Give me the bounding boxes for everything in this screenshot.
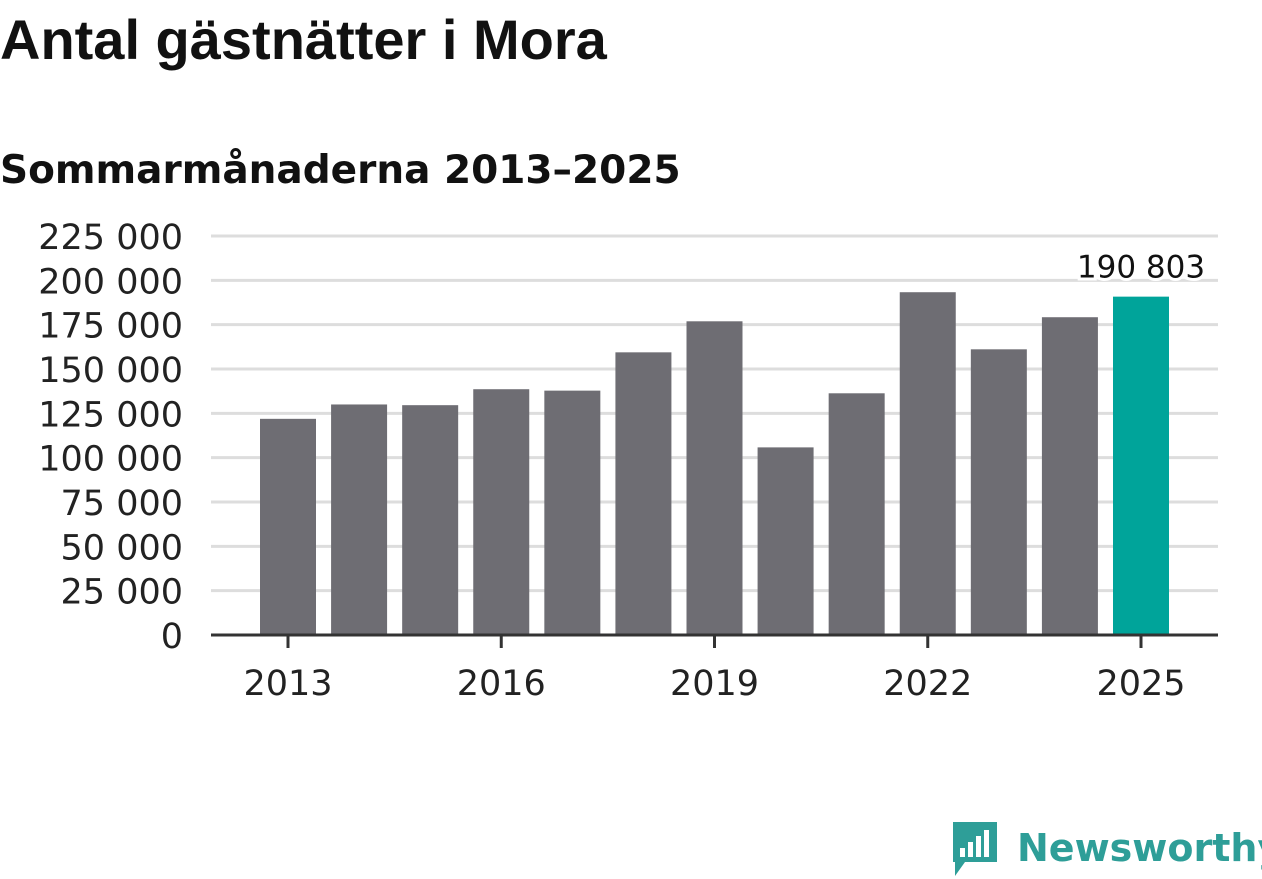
x-tick-label: 2022 xyxy=(883,664,972,704)
bar xyxy=(828,393,885,635)
y-tick-label: 225 000 xyxy=(38,218,183,258)
y-tick-label: 0 xyxy=(161,617,183,657)
y-tick-label: 75 000 xyxy=(61,484,183,524)
annotations: 190 803 xyxy=(1074,247,1208,289)
bar xyxy=(473,389,530,635)
bar xyxy=(686,321,743,635)
x-axis-ticks: 2013 2016 2019 2022 2025 xyxy=(243,635,1186,704)
y-tick-label: 25 000 xyxy=(61,573,183,613)
y-tick-label: 150 000 xyxy=(38,351,183,391)
chart-title: Antal gästnätter i Mora xyxy=(0,8,607,71)
newsworthy-logo: Newsworthy xyxy=(951,818,1262,878)
bar xyxy=(970,349,1027,635)
y-tick-label: 100 000 xyxy=(38,440,183,480)
bar xyxy=(615,352,672,635)
value-label: 190 803 xyxy=(1077,250,1205,286)
bar xyxy=(331,404,388,635)
bar-highlight xyxy=(1113,296,1169,635)
bar-chart-speech-bubble-icon xyxy=(953,822,997,876)
x-tick-label: 2019 xyxy=(670,664,759,704)
y-tick-label: 175 000 xyxy=(38,307,183,347)
x-tick-label: 2013 xyxy=(243,664,332,704)
brand-name: Newsworthy xyxy=(1017,826,1262,870)
y-tick-label: 50 000 xyxy=(61,528,183,568)
bar xyxy=(1041,317,1098,635)
x-tick-label: 2025 xyxy=(1096,664,1185,704)
bar xyxy=(899,292,956,635)
chart-subtitle: Sommarmånaderna 2013–2025 xyxy=(0,148,681,193)
bar xyxy=(757,447,814,635)
y-tick-label: 200 000 xyxy=(38,262,183,302)
bars xyxy=(260,292,1169,635)
bar xyxy=(402,405,459,635)
x-tick-label: 2016 xyxy=(457,664,546,704)
bar xyxy=(544,390,601,635)
bar xyxy=(260,418,316,635)
y-tick-label: 125 000 xyxy=(38,395,183,435)
